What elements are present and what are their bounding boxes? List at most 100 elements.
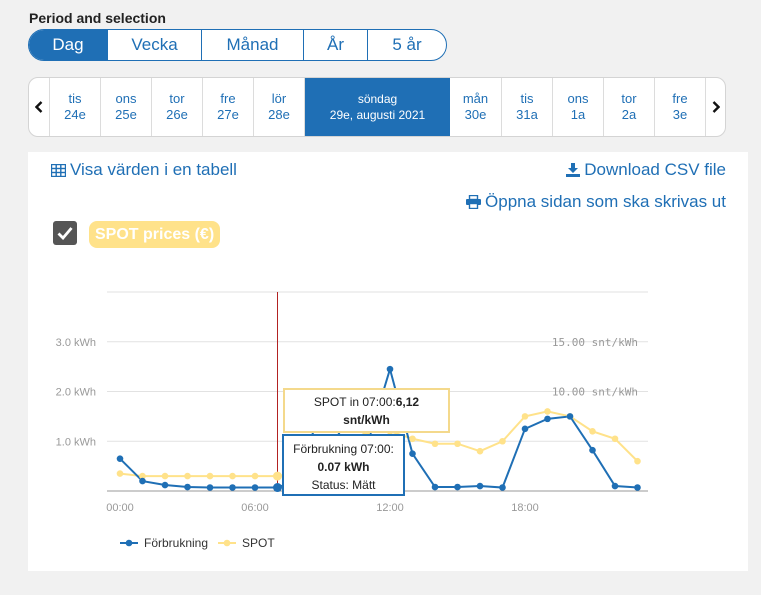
x-tick-label: 12:00 bbox=[376, 502, 404, 514]
day-item[interactable]: ons 1a bbox=[552, 78, 603, 136]
y-right-tick-label: 15.00 snt/kWh bbox=[552, 336, 638, 349]
day-item[interactable]: fre 3e bbox=[654, 78, 705, 136]
x-tick-label: 00:00 bbox=[106, 502, 134, 514]
legend-swatch-dot bbox=[125, 539, 133, 547]
day-weekday: lör bbox=[271, 91, 287, 106]
day-date: 26e bbox=[166, 107, 188, 122]
tab-manad[interactable]: Månad bbox=[202, 30, 304, 60]
spot-point bbox=[454, 440, 461, 448]
forbrukning-point bbox=[566, 413, 574, 420]
spot-point bbox=[521, 413, 529, 420]
spot-point bbox=[611, 435, 619, 443]
chevron-left-icon[interactable] bbox=[29, 78, 49, 136]
x-tick-label: 06:00 bbox=[241, 502, 269, 514]
printer-icon bbox=[466, 194, 482, 210]
spot-point bbox=[184, 472, 191, 480]
legend-label: SPOT bbox=[242, 536, 275, 550]
chevron-right-icon[interactable] bbox=[705, 78, 725, 136]
day-date: 1a bbox=[570, 107, 586, 122]
forbrukning-point bbox=[521, 425, 529, 433]
spot-point bbox=[431, 440, 439, 448]
day-date: 25e bbox=[115, 107, 137, 122]
day-weekday: ons bbox=[115, 91, 137, 106]
day-item[interactable]: tor 2a bbox=[603, 78, 654, 136]
forbrukning-point bbox=[386, 365, 394, 373]
day-date: 31a bbox=[516, 107, 538, 122]
spot-point bbox=[116, 470, 124, 477]
spot-tooltip-value: 6,12 bbox=[395, 395, 420, 409]
spot-point bbox=[499, 437, 506, 445]
forbrukning-point bbox=[499, 484, 506, 491]
print-page-link[interactable]: Öppna sidan som ska skrivas ut bbox=[466, 192, 726, 212]
consumption-tooltip-time: Förbrukning 07:00: bbox=[293, 442, 394, 456]
day-item[interactable]: mån 30e bbox=[450, 78, 501, 136]
spot-point bbox=[544, 408, 551, 415]
section-title: Period and selection bbox=[29, 10, 166, 26]
day-item[interactable]: tis 24e bbox=[49, 78, 100, 136]
day-weekday: ons bbox=[567, 91, 589, 106]
chart-panel: Visa värden i en tabell Download CSV fil… bbox=[28, 152, 748, 571]
tab-ar[interactable]: År bbox=[304, 30, 368, 60]
forbrukning-point bbox=[139, 477, 146, 485]
day-item[interactable]: ons 25e bbox=[100, 78, 151, 136]
tab-vecka[interactable]: Vecka bbox=[108, 30, 202, 60]
consumption-tooltip: Förbrukning 07:00: 0.07 kWh Status: Mätt bbox=[282, 434, 405, 496]
download-csv-label: Download CSV file bbox=[584, 160, 726, 179]
day-weekday: fre bbox=[672, 91, 688, 106]
spot-tooltip-prefix: SPOT in 07:00: bbox=[313, 395, 396, 409]
spot-point bbox=[139, 472, 146, 480]
forbrukning-point bbox=[184, 483, 191, 491]
day-date: 2a bbox=[621, 107, 637, 122]
day-date: 30e bbox=[464, 107, 487, 122]
day-weekday: tor bbox=[621, 91, 637, 106]
legend-swatch-dot bbox=[223, 539, 231, 547]
y-tick-label: 3.0 kWh bbox=[56, 337, 96, 349]
day-item[interactable]: tor 26e bbox=[151, 78, 202, 136]
tab-5-ar[interactable]: 5 år bbox=[392, 35, 422, 54]
spot-toggle-checkbox[interactable] bbox=[53, 221, 77, 245]
spot-point bbox=[634, 457, 641, 465]
spot-point bbox=[161, 472, 169, 480]
y-right-tick-label: 10.00 snt/kWh bbox=[552, 386, 638, 399]
day-weekday: tis bbox=[520, 91, 534, 106]
consumption-tooltip-status: Status: Mätt bbox=[311, 478, 376, 492]
table-view-label: Visa värden i en tabell bbox=[70, 160, 237, 179]
x-tick-label: 18:00 bbox=[511, 502, 539, 514]
legend-label: Förbrukning bbox=[144, 536, 208, 550]
forbrukning-point bbox=[454, 483, 461, 491]
day-item-selected[interactable]: söndag 29e, augusti 2021 bbox=[304, 78, 450, 136]
forbrukning-point bbox=[229, 484, 236, 491]
tab-dag[interactable]: Dag bbox=[29, 30, 108, 60]
table-view-link[interactable]: Visa värden i en tabell bbox=[50, 160, 237, 180]
forbrukning-point bbox=[589, 446, 596, 454]
spot-point bbox=[273, 471, 282, 481]
y-tick-label: 1.0 kWh bbox=[56, 436, 96, 448]
spot-point bbox=[409, 435, 416, 443]
day-item[interactable]: lör 28e bbox=[253, 78, 304, 136]
download-csv-link[interactable]: Download CSV file bbox=[566, 160, 726, 180]
consumption-chart: 1.0 kWh 2.0 kWh 3.0 kWh 10.00 snt/kWh 15.00 … bbox=[56, 291, 648, 550]
forbrukning-point bbox=[544, 415, 551, 423]
forbrukning-point bbox=[273, 483, 282, 493]
spot-point bbox=[589, 428, 596, 435]
spot-prices-toggle[interactable]: SPOT prices (€) bbox=[89, 221, 221, 248]
period-tabs: Dag Vecka Månad År 5 år bbox=[28, 29, 447, 61]
forbrukning-point bbox=[476, 482, 484, 490]
forbrukning-point bbox=[634, 484, 641, 491]
download-icon bbox=[566, 163, 581, 177]
spot-point bbox=[476, 447, 484, 455]
day-date: 24e bbox=[64, 107, 86, 122]
day-date: 3e bbox=[672, 107, 688, 122]
day-item[interactable]: tis 31a bbox=[501, 78, 552, 136]
forbrukning-point bbox=[251, 484, 259, 491]
y-tick-label: 2.0 kWh bbox=[56, 387, 96, 399]
date-navigator: tis 24e ons 25e tor 26e fre 27e lör 28e sönda… bbox=[28, 77, 726, 137]
forbrukning-point bbox=[161, 481, 169, 489]
forbrukning-point bbox=[206, 484, 214, 491]
day-date: 28e bbox=[268, 107, 290, 122]
forbrukning-point bbox=[409, 450, 416, 457]
spot-point bbox=[251, 472, 259, 480]
spot-point bbox=[206, 472, 214, 480]
table-icon bbox=[50, 163, 67, 178]
day-item[interactable]: fre 27e bbox=[202, 78, 253, 136]
